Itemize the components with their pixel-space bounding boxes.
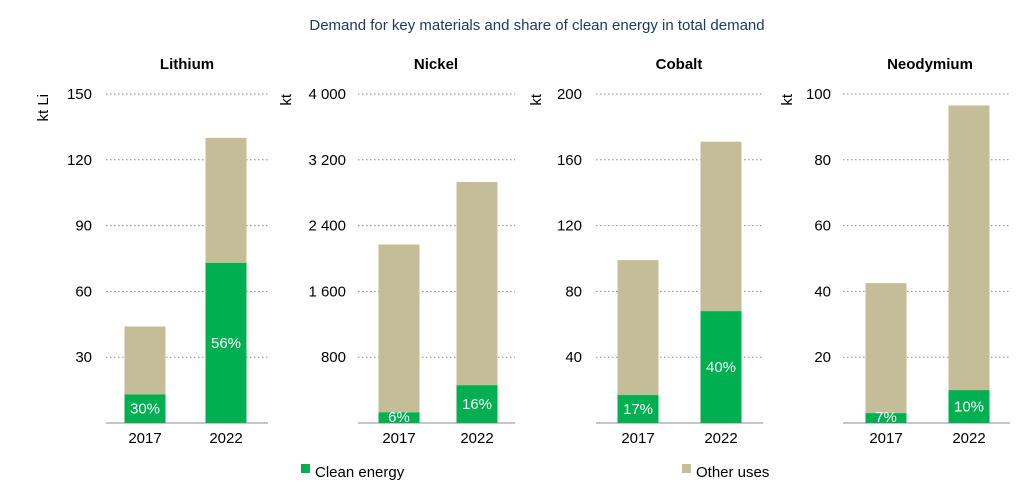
bar-other-uses-neodymium-2022 — [948, 105, 990, 391]
y-tick-label-nickel: 800 — [321, 349, 346, 366]
bar-clean-energy-neodymium-2022 — [948, 390, 990, 423]
x-tick-label-neodymium: 2022 — [952, 430, 985, 447]
bar-clean-energy-nickel-2022 — [456, 385, 498, 423]
panel-title-neodymium: Neodymium — [887, 56, 973, 73]
bar-clean-energy-cobalt-2022 — [700, 311, 742, 423]
y-tick-label-lithium: 60 — [75, 283, 92, 300]
x-tick-label-nickel: 2022 — [460, 430, 493, 447]
legend-swatch-clean-energy — [301, 464, 310, 473]
y-tick-label-neodymium: 40 — [814, 283, 831, 300]
y-tick-label-neodymium: 60 — [814, 218, 831, 235]
x-tick-label-lithium: 2017 — [128, 430, 161, 447]
data-label-neodymium-2017: 7% — [875, 409, 897, 426]
panel-lithium: Lithium kt Li 30 60 90 120 150 30% 2017 56% 2022 — [35, 56, 268, 447]
y-axis-unit-nickel: kt — [278, 93, 295, 106]
y-tick-label-nickel: 1 600 — [308, 283, 346, 300]
bar-clean-energy-cobalt-2017 — [617, 395, 659, 423]
panel-neodymium: Neodymium kt 20 40 60 80 100 7% 2017 10% 2022 — [779, 56, 1010, 447]
bar-clean-energy-neodymium-2017 — [865, 413, 907, 423]
data-label-nickel-2022: 16% — [462, 396, 492, 413]
bar-other-uses-cobalt-2017 — [617, 260, 659, 396]
y-tick-label-neodymium: 80 — [814, 152, 831, 169]
panel-title-cobalt: Cobalt — [656, 56, 703, 73]
bar-other-uses-nickel-2022 — [456, 182, 498, 386]
y-tick-label-lithium: 150 — [67, 86, 92, 103]
legend-label-other-uses: Other uses — [696, 464, 769, 481]
legend: Clean energy Other uses — [301, 464, 769, 481]
x-tick-label-nickel: 2017 — [382, 430, 415, 447]
y-tick-label-lithium: 30 — [75, 349, 92, 366]
y-axis-unit-cobalt: kt — [528, 93, 545, 106]
y-tick-label-nickel: 4 000 — [308, 86, 346, 103]
y-tick-label-nickel: 2 400 — [308, 218, 346, 235]
data-label-neodymium-2022: 10% — [954, 399, 984, 416]
x-tick-label-lithium: 2022 — [209, 430, 242, 447]
data-label-nickel-2017: 6% — [388, 409, 410, 426]
y-tick-label-lithium: 90 — [75, 218, 92, 235]
y-tick-label-cobalt: 120 — [557, 218, 582, 235]
y-tick-label-nickel: 3 200 — [308, 152, 346, 169]
data-label-lithium-2022: 56% — [211, 335, 241, 352]
y-tick-label-cobalt: 160 — [557, 152, 582, 169]
y-tick-label-cobalt: 80 — [565, 283, 582, 300]
bar-other-uses-lithium-2022 — [205, 137, 247, 263]
data-label-cobalt-2022: 40% — [706, 359, 736, 376]
data-label-lithium-2017: 30% — [130, 401, 160, 418]
y-tick-label-neodymium: 100 — [806, 86, 831, 103]
bar-clean-energy-lithium-2022 — [205, 262, 247, 423]
y-tick-label-neodymium: 20 — [814, 349, 831, 366]
data-label-cobalt-2017: 17% — [623, 401, 653, 418]
legend-swatch-other-uses — [682, 464, 691, 473]
x-tick-label-cobalt: 2022 — [704, 430, 737, 447]
bar-other-uses-neodymium-2017 — [865, 283, 907, 414]
x-tick-label-neodymium: 2017 — [869, 430, 902, 447]
panel-title-lithium: Lithium — [160, 56, 214, 73]
bar-other-uses-nickel-2017 — [378, 244, 420, 413]
bar-clean-energy-lithium-2017 — [124, 394, 166, 423]
bar-other-uses-cobalt-2022 — [700, 141, 742, 312]
panel-nickel: Nickel kt 800 1 600 2 400 3 200 4 000 6% 2017 16%… — [278, 56, 515, 447]
chart-main-title: Demand for key materials and share of cl… — [309, 17, 764, 34]
panel-cobalt: Cobalt kt 40 80 120 160 200 17% 2017 40% 2022 — [528, 56, 763, 447]
y-axis-unit-neodymium: kt — [779, 93, 796, 106]
legend-label-clean-energy: Clean energy — [315, 464, 405, 481]
bar-other-uses-lithium-2017 — [124, 326, 166, 395]
x-tick-label-cobalt: 2017 — [621, 430, 654, 447]
y-tick-label-lithium: 120 — [67, 152, 92, 169]
panel-title-nickel: Nickel — [414, 56, 458, 73]
y-tick-label-cobalt: 40 — [565, 349, 582, 366]
bar-clean-energy-nickel-2017 — [378, 412, 420, 423]
y-tick-label-cobalt: 200 — [557, 86, 582, 103]
y-axis-unit-lithium: kt Li — [35, 94, 52, 122]
